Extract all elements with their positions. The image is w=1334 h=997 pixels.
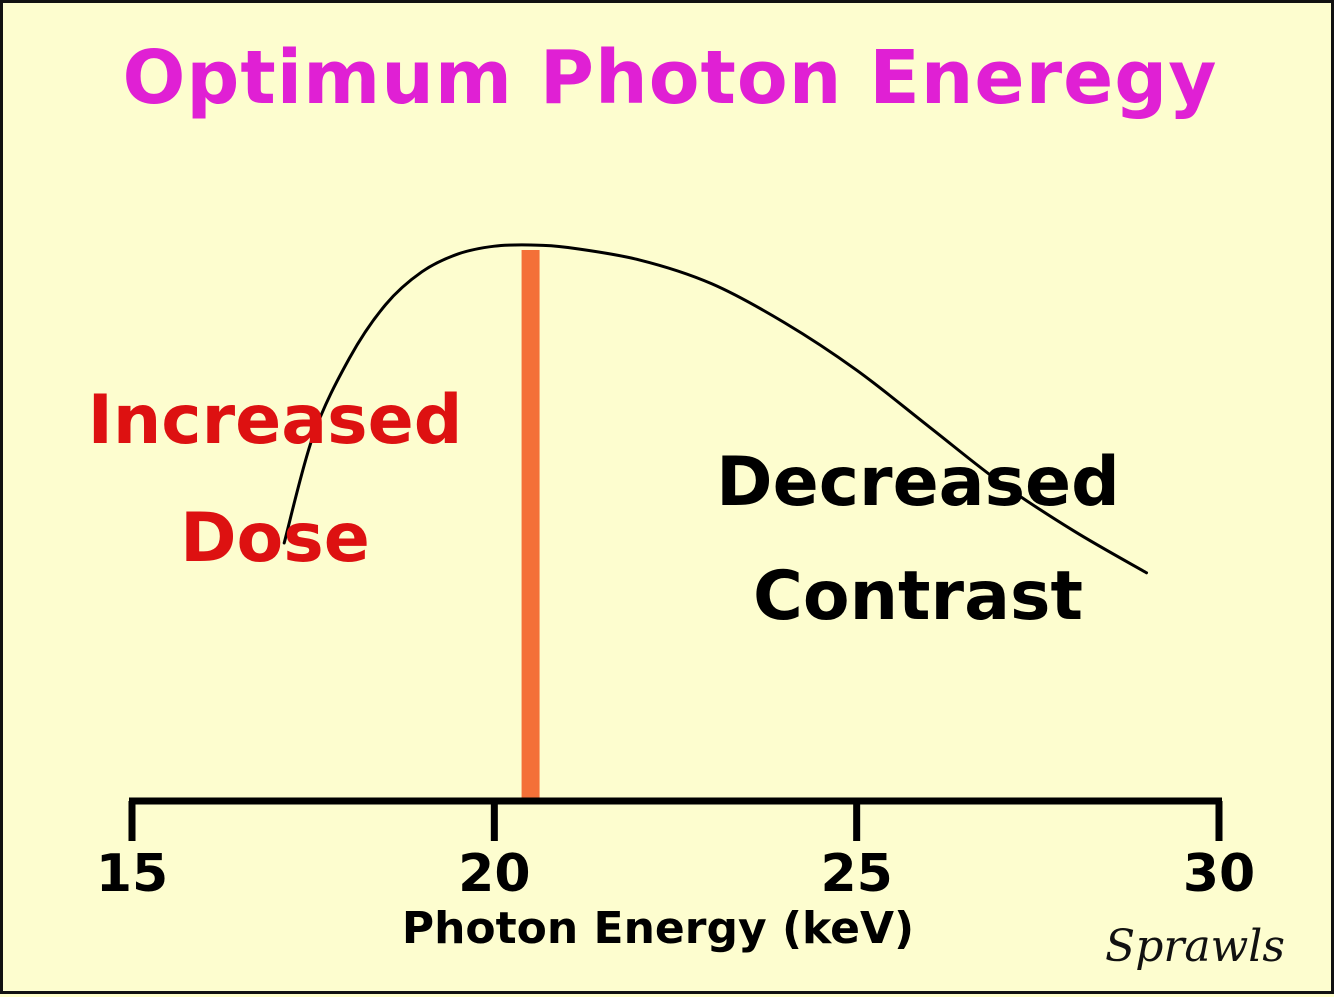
decreased-contrast-line-2: Contrast [753, 557, 1083, 636]
series-curve [282, 243, 1149, 575]
author-signature: Sprawls [1105, 921, 1285, 972]
increased-dose-line-1: Increased [88, 381, 463, 460]
x-tick-label-25: 25 [820, 844, 892, 904]
chart-title: Optimum Photon Eneregy [122, 35, 1218, 121]
increased-dose-line-2: Dose [180, 499, 370, 578]
x-axis-ticks: 15 20 25 30 [96, 801, 1255, 904]
annotation-decreased-contrast: Decreased Contrast [716, 443, 1120, 636]
chart-plot-area: 15 20 25 30 Photon Energy (keV) Increased Do… [88, 243, 1285, 972]
x-axis-label: Photon Energy (keV) [402, 903, 914, 954]
x-tick-label-30: 30 [1183, 844, 1255, 904]
x-tick-label-15: 15 [96, 844, 168, 904]
decreased-contrast-line-1: Decreased [716, 443, 1120, 522]
x-tick-label-20: 20 [458, 844, 530, 904]
annotation-increased-dose: Increased Dose [88, 381, 463, 578]
